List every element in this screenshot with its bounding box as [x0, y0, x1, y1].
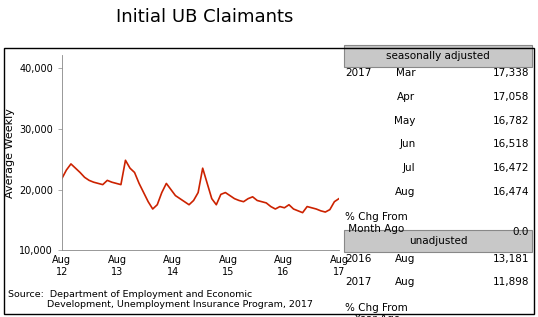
Text: 2016: 2016: [345, 254, 372, 264]
Text: Jun: Jun: [399, 139, 415, 150]
Text: 17,338: 17,338: [492, 68, 529, 78]
Text: % Chg From
   Year Ago: % Chg From Year Ago: [345, 303, 408, 317]
Y-axis label: Average Weekly: Average Weekly: [5, 108, 15, 198]
Text: 16,782: 16,782: [492, 116, 529, 126]
Text: 11,898: 11,898: [492, 277, 529, 288]
Text: seasonally adjusted: seasonally adjusted: [386, 51, 490, 61]
Text: Aug: Aug: [395, 187, 415, 197]
Text: Source:  Department of Employment and Economic
             Development, Unemplo: Source: Department of Employment and Eco…: [8, 290, 313, 309]
Text: May: May: [394, 116, 415, 126]
Text: 2017: 2017: [345, 68, 372, 78]
Text: 17,058: 17,058: [492, 92, 529, 102]
Text: Aug: Aug: [395, 254, 415, 264]
Text: Initial UB Claimants: Initial UB Claimants: [116, 8, 293, 26]
Text: 13,181: 13,181: [492, 254, 529, 264]
Text: 16,518: 16,518: [492, 139, 529, 150]
Text: Mar: Mar: [396, 68, 415, 78]
Text: Jul: Jul: [403, 163, 415, 173]
Text: 16,472: 16,472: [492, 163, 529, 173]
Text: % Chg From
 Month Ago: % Chg From Month Ago: [345, 212, 408, 234]
Text: 0.0: 0.0: [513, 227, 529, 237]
Text: 16,474: 16,474: [492, 187, 529, 197]
Text: 2017: 2017: [345, 277, 372, 288]
Text: Aug: Aug: [395, 277, 415, 288]
Text: Apr: Apr: [397, 92, 415, 102]
Text: unadjusted: unadjusted: [409, 236, 467, 246]
